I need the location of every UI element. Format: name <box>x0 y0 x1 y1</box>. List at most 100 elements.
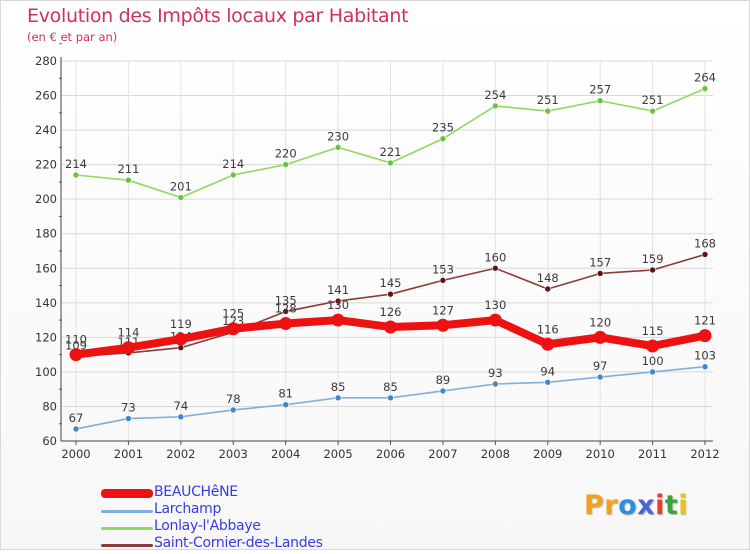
y-tick-label: 280 <box>35 54 57 68</box>
data-point <box>282 308 289 315</box>
y-tick-label: 160 <box>35 261 57 275</box>
data-point <box>334 394 342 402</box>
data-point <box>282 161 289 168</box>
data-label: 130 <box>484 298 506 312</box>
data-point <box>125 176 132 184</box>
data-point <box>226 322 240 336</box>
data-label: 89 <box>436 373 451 387</box>
data-label: 127 <box>432 303 454 317</box>
x-tick-label: 2011 <box>638 447 667 461</box>
data-label: 114 <box>117 326 139 340</box>
x-tick-label: 2000 <box>61 447 90 461</box>
y-tick-label: 140 <box>35 296 57 310</box>
x-tick-label: 2012 <box>690 447 719 461</box>
data-label: 220 <box>275 147 297 161</box>
x-tick-label: 2006 <box>376 447 405 461</box>
x-tick-label: 2010 <box>586 447 615 461</box>
data-label: 78 <box>226 392 241 406</box>
data-point <box>177 413 185 421</box>
logo-letter: t <box>664 490 679 521</box>
data-point <box>544 107 552 115</box>
data-point <box>229 406 237 414</box>
data-point <box>593 330 607 344</box>
data-point <box>596 270 604 277</box>
data-label: 85 <box>331 380 346 394</box>
x-tick-label: 2003 <box>219 447 248 461</box>
data-label: 251 <box>642 93 664 107</box>
data-label: 119 <box>170 317 192 331</box>
y-tick-label: 220 <box>35 158 57 172</box>
logo-letter: o <box>618 490 638 521</box>
data-label: 103 <box>694 349 716 363</box>
data-point <box>72 425 80 433</box>
legend-label-larchamp: Larchamp <box>154 501 222 517</box>
data-label: 126 <box>380 305 402 319</box>
x-tick-label: 2008 <box>481 447 510 461</box>
data-label: 97 <box>593 359 608 373</box>
data-point <box>334 297 342 305</box>
data-point <box>125 415 132 422</box>
legend-swatch-larchamp <box>101 510 153 513</box>
data-label: 235 <box>432 121 454 135</box>
data-label: 74 <box>174 399 189 413</box>
data-label: 264 <box>694 71 716 85</box>
legend-swatch-saint-cornier <box>101 544 153 547</box>
legend-swatch-lonlay <box>101 527 153 530</box>
data-label: 135 <box>275 293 297 307</box>
data-point <box>72 171 80 179</box>
data-label: 221 <box>380 145 402 159</box>
data-point <box>177 194 185 201</box>
x-tick-label: 2007 <box>428 447 457 461</box>
data-label: 100 <box>642 354 664 368</box>
data-point <box>177 344 185 352</box>
data-point <box>701 85 709 92</box>
data-label: 157 <box>589 255 611 269</box>
chart-title: Evolution des Impôts locaux par Habitant <box>27 5 409 27</box>
data-point <box>384 320 397 334</box>
legend-label-lonlay: Lonlay-l'Abbaye <box>154 518 261 534</box>
data-label: 125 <box>222 307 244 321</box>
data-label: 145 <box>380 276 402 290</box>
proxiti-logo: Proxiti <box>584 490 688 521</box>
data-label: 94 <box>540 364 555 378</box>
y-tick-label: 60 <box>42 434 57 448</box>
data-label: 73 <box>121 401 136 415</box>
data-point <box>596 97 604 105</box>
y-tick-label: 260 <box>35 89 57 103</box>
data-label: 130 <box>327 298 349 312</box>
data-label: 153 <box>432 262 454 276</box>
data-point <box>439 135 447 143</box>
logo-letter: i <box>655 490 665 521</box>
data-point <box>488 313 502 327</box>
data-point <box>649 266 656 274</box>
data-point <box>282 401 289 409</box>
data-point <box>646 339 660 353</box>
y-tick-label: 100 <box>35 365 57 379</box>
logo-letter: P <box>584 490 605 521</box>
data-label: 257 <box>589 83 611 97</box>
data-point <box>701 363 709 371</box>
data-label: 168 <box>694 236 716 250</box>
data-point <box>436 318 450 332</box>
data-point <box>544 285 552 293</box>
data-point <box>544 378 552 386</box>
data-label: 201 <box>170 179 192 193</box>
data-point <box>541 337 555 351</box>
data-point <box>174 332 188 346</box>
data-label: 115 <box>642 324 664 338</box>
data-label: 159 <box>642 252 664 266</box>
data-label: 67 <box>69 411 84 425</box>
legend-label-beauchene: BEAUCHêNE <box>154 484 238 500</box>
data-point <box>387 159 394 167</box>
data-label: 214 <box>222 157 244 171</box>
data-point <box>492 102 499 110</box>
data-label: 85 <box>383 380 398 394</box>
data-label: 211 <box>117 162 139 176</box>
data-point <box>69 348 83 362</box>
data-point <box>649 107 656 115</box>
data-point <box>279 317 293 331</box>
data-label: 251 <box>537 93 559 107</box>
logo-letter: x <box>637 490 656 521</box>
x-tick-label: 2001 <box>114 447 143 461</box>
